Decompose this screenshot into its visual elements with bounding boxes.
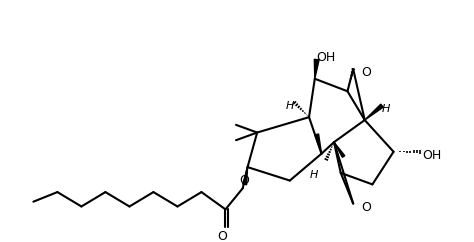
Polygon shape	[314, 59, 319, 79]
Text: H: H	[310, 170, 318, 180]
Polygon shape	[243, 167, 247, 185]
Text: H: H	[286, 101, 294, 111]
Polygon shape	[334, 142, 345, 157]
Text: OH: OH	[317, 51, 336, 64]
Text: O: O	[361, 67, 371, 79]
Text: O: O	[218, 230, 228, 242]
Polygon shape	[365, 104, 383, 120]
Text: OH: OH	[422, 149, 442, 162]
Text: O: O	[240, 174, 250, 187]
Text: H: H	[382, 104, 390, 113]
Text: O: O	[361, 201, 371, 214]
Polygon shape	[315, 134, 321, 154]
